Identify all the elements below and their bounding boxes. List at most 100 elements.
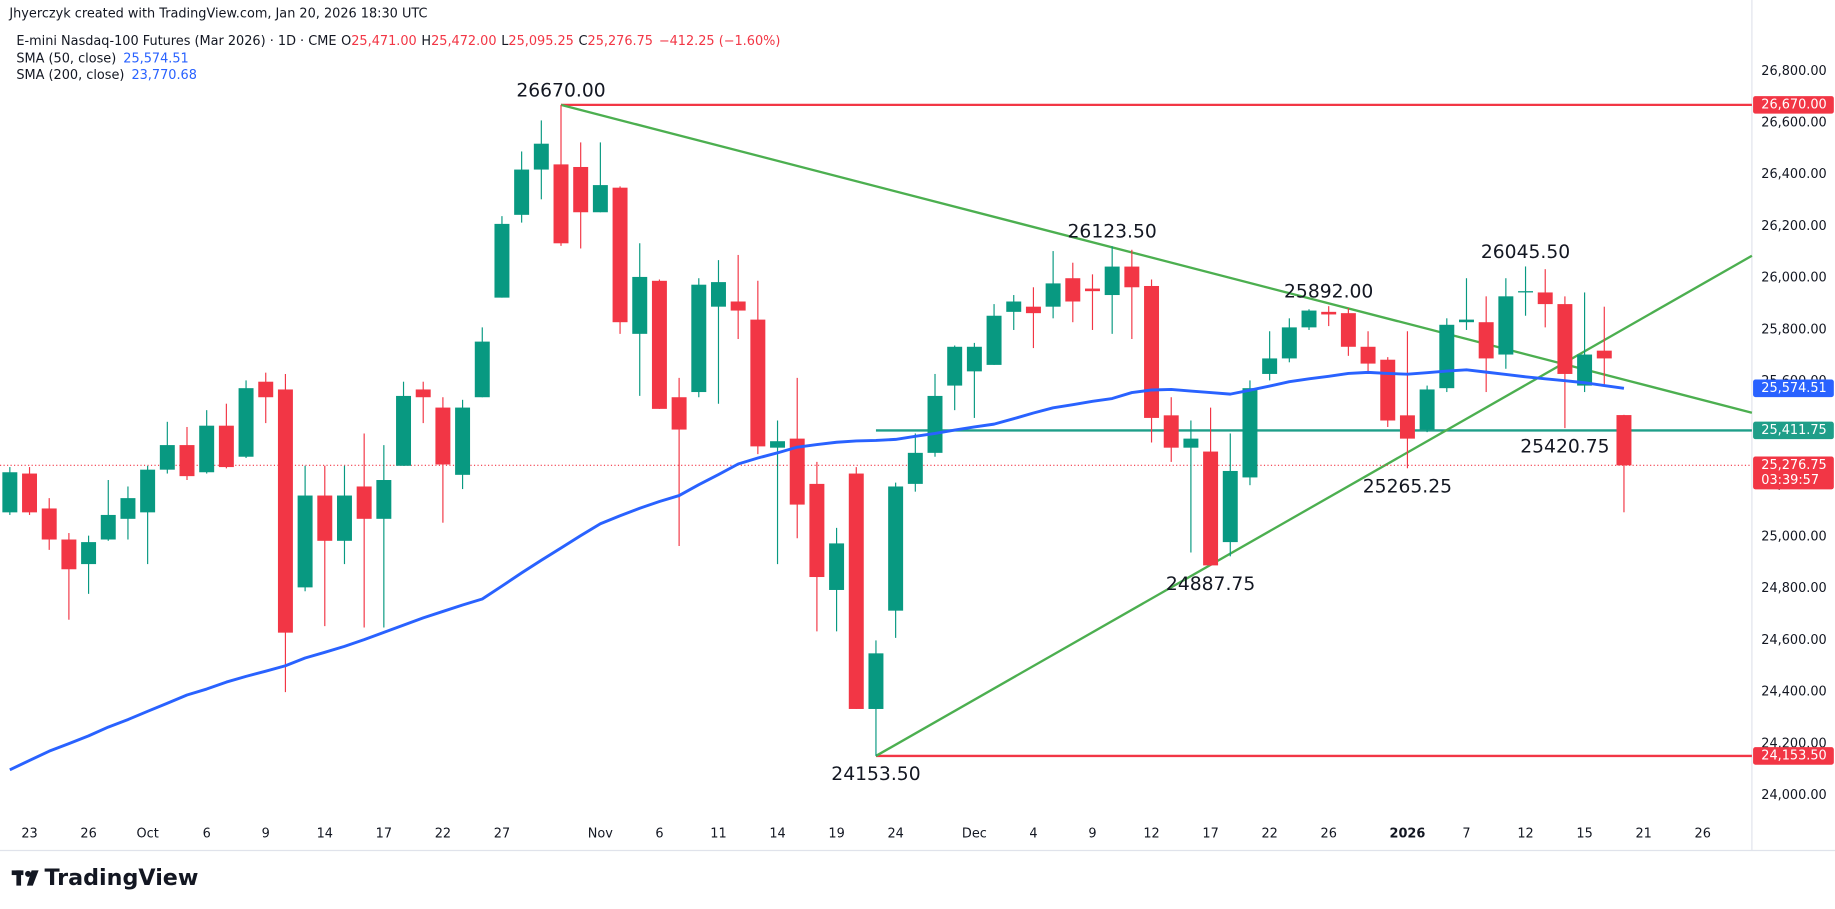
candle-body <box>1577 354 1593 386</box>
x-tick-label: Nov <box>588 827 613 842</box>
candle-body <box>986 315 1002 365</box>
axes: 24,000.0024,200.0024,400.0024,600.0024,8… <box>21 64 1834 842</box>
x-tick-label: 23 <box>21 827 37 842</box>
sma-value: 23,770.68 <box>131 67 196 82</box>
sma-legend: SMA (200, close) 23,770.68 <box>16 67 197 82</box>
candle-body <box>927 395 943 453</box>
ohlc-key: H <box>421 33 431 48</box>
price-tag <box>1753 456 1834 490</box>
candle-body <box>277 389 293 633</box>
candle-body <box>2 472 18 513</box>
logo-shape <box>16 870 22 886</box>
candle-body <box>533 143 549 170</box>
brand-logo: TradingView <box>11 865 198 891</box>
candle-body <box>218 425 234 468</box>
candle-body <box>632 276 648 334</box>
logo-shape <box>25 870 32 877</box>
candle-body <box>474 341 490 398</box>
candle-body <box>41 508 57 540</box>
candle-body <box>1537 292 1553 305</box>
price-tag-label: 25,411.75 <box>1761 423 1826 438</box>
candle-body <box>159 445 175 470</box>
x-tick-label: 14 <box>769 827 785 842</box>
candle-body <box>770 441 786 448</box>
candle-body <box>612 187 628 323</box>
candle-body <box>396 395 412 466</box>
y-tick-label: 26,400.00 <box>1761 167 1826 182</box>
ohlc-value: 25,095.25 <box>508 33 573 48</box>
candle-body <box>1281 327 1297 359</box>
candle-body <box>710 282 726 307</box>
x-tick-label: 15 <box>1576 827 1592 842</box>
x-tick-label: 9 <box>262 827 270 842</box>
candle-body <box>888 486 904 611</box>
candle-body <box>966 346 982 372</box>
x-tick-label: 17 <box>1202 827 1218 842</box>
x-tick-label: 26 <box>1695 827 1711 842</box>
ohlc-value: 25,472.00 <box>431 33 496 48</box>
brand-name: TradingView <box>44 865 198 891</box>
candle-body <box>1144 285 1160 418</box>
candle-body <box>297 495 313 588</box>
candle-body <box>848 473 864 709</box>
x-tick-label: 26 <box>80 827 96 842</box>
x-tick-label: 7 <box>1462 827 1470 842</box>
candle-body <box>907 452 923 484</box>
candle-body <box>238 388 254 457</box>
candle-body <box>947 346 963 386</box>
x-tick-label: Oct <box>137 827 159 842</box>
y-tick-label: 26,000.00 <box>1761 271 1826 286</box>
x-tick-label: 6 <box>203 827 211 842</box>
x-tick-label: 26 <box>1321 827 1337 842</box>
x-tick-label: 11 <box>710 827 726 842</box>
x-tick-label: 2026 <box>1390 827 1426 842</box>
x-tick-label: 12 <box>1517 827 1533 842</box>
x-tick-label: 22 <box>1261 827 1277 842</box>
price-tag <box>1753 96 1834 114</box>
x-tick-label: 12 <box>1143 827 1159 842</box>
candle-body <box>120 498 136 519</box>
candle-body <box>1380 359 1396 421</box>
candle-body <box>1596 350 1612 359</box>
candle-body <box>1183 438 1199 448</box>
ohlc-key: L <box>501 33 509 48</box>
candle-body <box>1203 451 1219 566</box>
price-tag <box>1753 379 1834 398</box>
annotation: 25265.25 <box>1363 477 1452 498</box>
candle-body <box>435 407 451 465</box>
y-tick-label: 26,800.00 <box>1761 64 1826 79</box>
ohlc-key: O <box>341 33 351 48</box>
ohlc-value: 25,276.75 <box>588 33 653 48</box>
candle-body <box>1439 324 1455 389</box>
annotation: 26123.50 <box>1067 222 1156 243</box>
y-tick-label: 26,200.00 <box>1761 219 1826 234</box>
candle-body <box>356 486 372 519</box>
candle-body <box>455 407 471 475</box>
candle-body <box>140 469 156 513</box>
candle-body <box>750 319 766 447</box>
candle-body <box>1360 346 1376 364</box>
price-tag-label: 25,574.51 <box>1761 381 1826 396</box>
candle-body <box>868 653 884 709</box>
x-tick-label: 22 <box>435 827 451 842</box>
candle-body <box>22 473 38 513</box>
countdown: 03:39:57 <box>1761 473 1819 488</box>
annotation: 26045.50 <box>1481 242 1570 263</box>
candle-body <box>1616 415 1632 466</box>
y-tick-label: 24,800.00 <box>1761 581 1826 596</box>
trend-line <box>560 103 1753 414</box>
y-tick-label: 24,000.00 <box>1761 788 1826 803</box>
candle-body <box>1557 304 1573 374</box>
change: −412.25 (−1.60%) <box>659 33 781 48</box>
candle-body <box>376 480 392 519</box>
x-tick-label: Dec <box>962 827 987 842</box>
candle-body <box>1262 358 1278 374</box>
candle-body <box>100 514 116 540</box>
sma-name: SMA (50, close) <box>16 51 116 66</box>
ohlc-value: 25,471.00 <box>351 33 416 48</box>
sma-legend: SMA (50, close) 25,574.51 <box>16 51 188 66</box>
candle-body <box>317 495 333 541</box>
x-tick-label: 6 <box>655 827 663 842</box>
candle-body <box>691 284 707 393</box>
price-tag-label: 24,153.50 <box>1761 748 1826 763</box>
